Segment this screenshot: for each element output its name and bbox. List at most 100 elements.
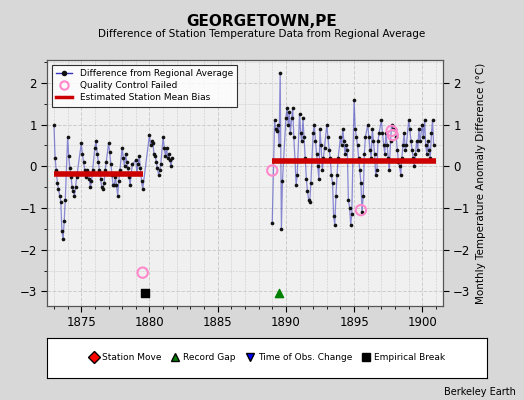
Point	[323, 122, 331, 128]
Point	[425, 146, 433, 153]
Point	[379, 142, 388, 149]
Point	[430, 142, 438, 149]
Point	[356, 167, 364, 174]
Point	[93, 151, 102, 157]
Point	[399, 142, 407, 149]
Point	[386, 138, 395, 144]
Point	[95, 167, 104, 174]
Point	[369, 138, 378, 144]
Point	[311, 138, 320, 144]
Point	[121, 163, 129, 170]
Point	[367, 155, 375, 161]
Point	[332, 192, 340, 199]
Point	[411, 151, 420, 157]
Point	[99, 186, 107, 192]
Point	[133, 169, 141, 176]
Point	[378, 130, 387, 136]
Point	[60, 217, 69, 224]
Point	[361, 134, 369, 140]
Point	[85, 176, 93, 182]
Point	[364, 122, 372, 128]
Point	[271, 126, 280, 132]
Point	[89, 167, 97, 174]
Point	[340, 138, 348, 144]
Point	[326, 155, 334, 161]
Point	[302, 176, 311, 182]
Point	[297, 130, 305, 136]
Point	[151, 153, 159, 159]
Point	[279, 157, 288, 163]
Legend: Station Move, Record Gap, Time of Obs. Change, Empirical Break: Station Move, Record Gap, Time of Obs. C…	[87, 351, 447, 365]
Point	[108, 172, 116, 178]
Point	[402, 142, 410, 149]
Point	[320, 144, 329, 151]
Point	[352, 134, 361, 140]
Point	[397, 172, 405, 178]
Point	[116, 167, 124, 174]
Point	[289, 105, 297, 111]
Point	[410, 163, 419, 170]
Point	[351, 126, 359, 132]
Point	[309, 130, 318, 136]
Point	[293, 172, 301, 178]
Point	[288, 115, 296, 122]
Point	[298, 138, 306, 144]
Point	[166, 157, 174, 163]
Point	[313, 163, 322, 170]
Point	[159, 134, 167, 140]
Point	[387, 128, 396, 134]
Text: Difference of Station Temperature Data from Regional Average: Difference of Station Temperature Data f…	[99, 29, 425, 39]
Point	[111, 174, 119, 180]
Point	[427, 130, 435, 136]
Point	[336, 134, 345, 140]
Point	[373, 167, 381, 174]
Point	[276, 69, 285, 76]
Point	[78, 151, 86, 157]
Point	[426, 155, 434, 161]
Point	[359, 192, 367, 199]
Point	[163, 155, 172, 161]
Point	[412, 138, 421, 144]
Point	[101, 167, 110, 174]
Point	[96, 176, 105, 182]
Point	[374, 138, 382, 144]
Point	[388, 132, 397, 138]
Point	[97, 184, 106, 190]
Point	[149, 140, 157, 146]
Point	[413, 146, 422, 153]
Point	[56, 192, 64, 199]
Point	[285, 109, 293, 115]
Point	[296, 111, 304, 118]
Point	[162, 144, 171, 151]
Point	[132, 157, 140, 163]
Point	[301, 155, 310, 161]
Point	[370, 151, 379, 157]
Point	[83, 167, 91, 174]
Point	[331, 222, 339, 228]
Point	[82, 174, 90, 180]
Point	[135, 153, 144, 159]
Point	[168, 155, 177, 161]
Point	[305, 198, 314, 205]
Point	[157, 161, 165, 168]
Point	[346, 222, 355, 228]
Point	[329, 180, 337, 186]
Point	[354, 155, 363, 161]
Point	[59, 236, 67, 242]
Point	[136, 165, 145, 172]
Point	[114, 192, 122, 199]
Point	[64, 153, 73, 159]
Point	[419, 134, 428, 140]
Point	[304, 196, 313, 203]
Point	[137, 178, 146, 184]
Point	[392, 134, 400, 140]
Point	[353, 142, 362, 149]
Point	[81, 167, 89, 174]
Point	[277, 226, 286, 232]
Point	[165, 151, 173, 157]
Point	[86, 184, 95, 190]
Point	[372, 172, 380, 178]
Point	[77, 140, 85, 146]
Point	[310, 122, 319, 128]
Point	[393, 146, 401, 153]
